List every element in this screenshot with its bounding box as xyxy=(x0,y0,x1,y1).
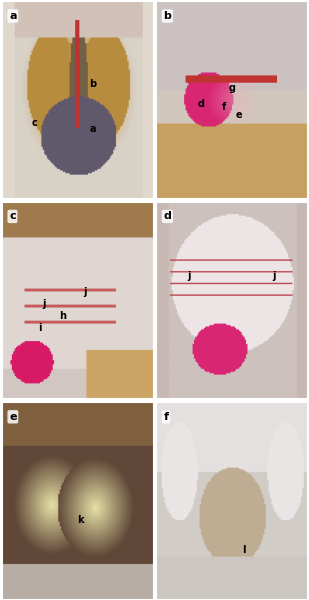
Text: j: j xyxy=(188,271,191,281)
Text: d: d xyxy=(198,98,205,109)
Text: f: f xyxy=(163,412,168,422)
Text: l: l xyxy=(242,545,246,554)
Text: j: j xyxy=(42,299,46,309)
Text: a: a xyxy=(9,11,17,21)
Text: i: i xyxy=(38,323,41,332)
Text: k: k xyxy=(77,515,84,525)
Text: c: c xyxy=(9,211,16,221)
Text: c: c xyxy=(32,118,38,128)
Text: e: e xyxy=(9,412,17,422)
Text: g: g xyxy=(228,83,235,93)
Text: e: e xyxy=(236,110,243,121)
Text: b: b xyxy=(163,11,171,21)
Text: h: h xyxy=(59,311,66,321)
Text: f: f xyxy=(222,103,226,112)
Text: b: b xyxy=(89,79,96,89)
Text: j: j xyxy=(83,287,87,297)
Text: a: a xyxy=(89,124,96,134)
Text: j: j xyxy=(272,271,276,281)
Text: d: d xyxy=(163,211,171,221)
